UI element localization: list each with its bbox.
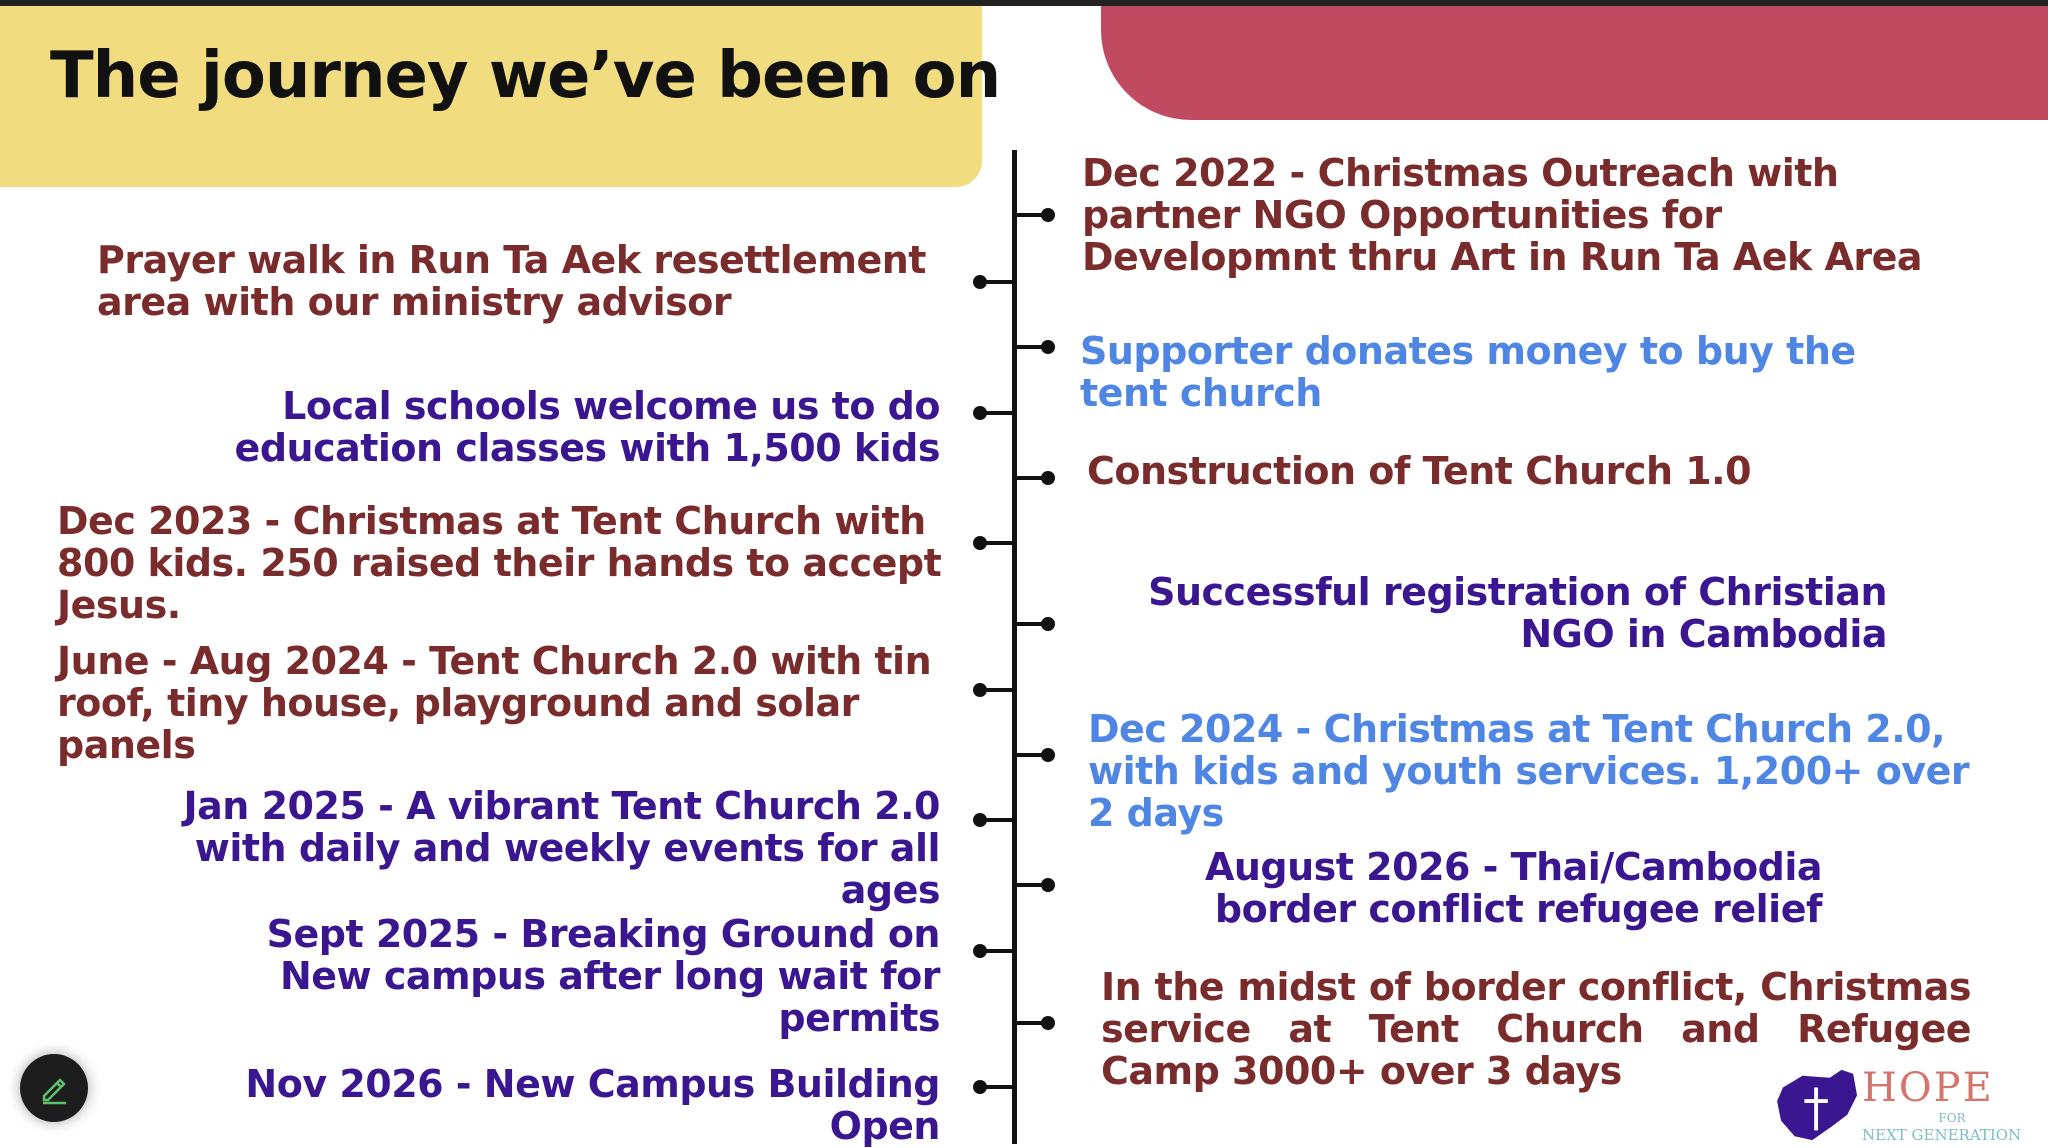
timeline-connector [980, 688, 1014, 692]
timeline-connector [980, 541, 1014, 545]
timeline-dot [973, 944, 987, 958]
logo-for-text: FOR [1938, 1111, 1966, 1125]
timeline-connector [980, 1085, 1014, 1089]
timeline-dot [1041, 748, 1055, 762]
timeline-dot [1041, 340, 1055, 354]
pencil-icon [42, 1078, 66, 1105]
timeline-item-right: In the midst of border conflict, Christm… [1101, 965, 1972, 1093]
timeline-connector [1015, 345, 1051, 349]
timeline-connector [980, 411, 1014, 415]
hope-for-next-generation-logo: HOPE FOR NEXT GENERATION [1772, 1066, 2048, 1144]
timeline-item-left: June - Aug 2024 - Tent Church 2.0 with t… [57, 639, 932, 767]
timeline-item-right: Dec 2022 - Christmas Outreach with partn… [1082, 151, 1923, 279]
timeline-item-right: Dec 2024 - Christmas at Tent Church 2.0,… [1088, 707, 1970, 835]
timeline-dot [973, 536, 987, 550]
page-title: The journey we’ve been on [50, 39, 1001, 113]
timeline-item-left: Dec 2023 - Christmas at Tent Church with… [57, 499, 942, 627]
timeline-connector [980, 818, 1014, 822]
timeline-dot [1041, 878, 1055, 892]
timeline-item-right: Supporter donates money to buy the tent … [1080, 329, 1856, 415]
timeline-dot [973, 1080, 987, 1094]
timeline-item-left: Jan 2025 - A vibrant Tent Church 2.0 wit… [183, 784, 941, 912]
timeline-connector [1015, 883, 1051, 887]
timeline-dot [1041, 208, 1055, 222]
timeline-dot [1041, 617, 1055, 631]
timeline-item-left: Nov 2026 - New Campus Building Open [245, 1062, 940, 1148]
logo-next-generation-text: NEXT GENERATION [1862, 1126, 2022, 1144]
timeline-item-left: Local schools welcome us to do education… [234, 384, 941, 470]
timeline-connector [1015, 622, 1051, 626]
timeline-item-right: Successful registration of Christian NGO… [1148, 570, 1887, 656]
timeline-connector [1015, 753, 1051, 757]
timeline-connector [1015, 1021, 1051, 1025]
edit-button[interactable] [20, 1054, 88, 1122]
timeline-connector [980, 949, 1014, 953]
timeline-dot [973, 275, 987, 289]
timeline-dot [1041, 1016, 1055, 1030]
timeline-dot [973, 683, 987, 697]
timeline-item-right: Construction of Tent Church 1.0 [1087, 449, 1752, 493]
timeline-item-right: August 2026 - Thai/Cambodia border confl… [1204, 845, 1823, 931]
timeline-connector [1015, 213, 1051, 217]
timeline-axis [1012, 150, 1017, 1144]
decorative-banner [1101, 6, 2048, 120]
logo-hope-text: HOPE [1862, 1065, 1994, 1111]
timeline-connector [980, 280, 1014, 284]
title-banner [0, 6, 982, 187]
timeline-dot [973, 813, 987, 827]
timeline-connector [1015, 476, 1051, 480]
timeline-dot [973, 406, 987, 420]
timeline-item-left: Sept 2025 - Breaking Ground on New campu… [266, 912, 941, 1040]
timeline-item-left: Prayer walk in Run Ta Aek resettlement a… [97, 238, 926, 324]
top-bar [0, 0, 2048, 6]
cambodia-map-cross-icon [1777, 1069, 1858, 1141]
timeline-dot [1041, 471, 1055, 485]
